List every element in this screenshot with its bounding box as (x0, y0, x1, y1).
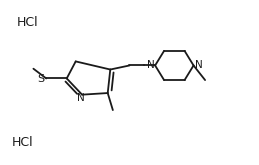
Text: N: N (147, 60, 155, 70)
Text: HCl: HCl (12, 136, 33, 149)
Text: N: N (195, 60, 203, 70)
Text: HCl: HCl (17, 16, 38, 29)
Text: N: N (77, 93, 85, 103)
Text: S: S (38, 74, 45, 84)
